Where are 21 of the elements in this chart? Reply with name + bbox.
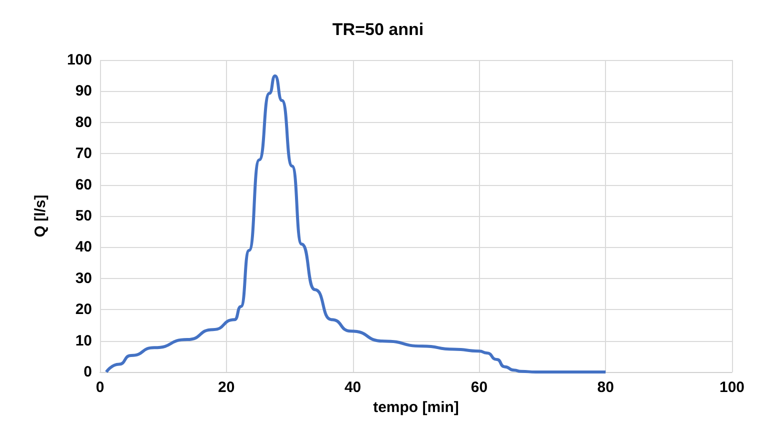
x-tick-label: 80 (597, 379, 614, 396)
x-axis-title: tempo [min] (373, 398, 459, 416)
line-series (104, 74, 608, 374)
y-tick-label: 70 (75, 145, 92, 162)
y-tick-label: 60 (75, 176, 92, 194)
y-tick-label: 10 (75, 332, 92, 350)
y-tick-label: 50 (75, 208, 92, 224)
x-tick-label: 20 (218, 379, 235, 396)
x-tick-label: 60 (470, 379, 488, 396)
x-tick-label: 40 (344, 379, 362, 396)
y-tick-label: 90 (75, 82, 92, 100)
y-tick-label: 0 (84, 364, 92, 380)
x-tick-label: 100 (719, 379, 745, 396)
y-tick-label: 40 (75, 238, 92, 256)
y-axis-title: Q [l/s] (32, 194, 49, 238)
y-tick-label: 80 (75, 114, 92, 131)
y-tick-label: 20 (75, 301, 92, 318)
y-tick-label: 30 (75, 270, 92, 287)
y-tick-label: 100 (66, 52, 92, 68)
x-tick-label: 0 (96, 379, 104, 396)
chart-title: TR=50 anni (332, 20, 424, 39)
